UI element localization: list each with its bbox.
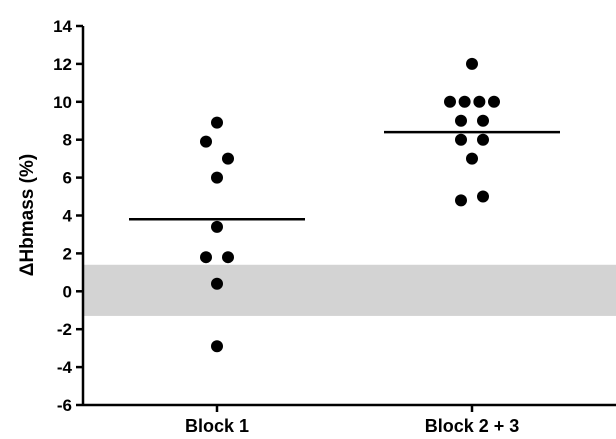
- reference-band: [83, 264, 616, 316]
- y-tick-label: 6: [63, 169, 72, 188]
- data-point: [455, 133, 467, 146]
- y-axis-title: ΔHbmass (%): [17, 154, 38, 276]
- mean-lines: [129, 130, 560, 221]
- data-point: [211, 277, 223, 290]
- data-point: [458, 95, 471, 108]
- y-tick-label: 2: [63, 244, 72, 263]
- data-point: [444, 95, 456, 108]
- labels: -6 -4 -2 0 2 4 6 8 10 12 14 Block 1 Block 2 + 3: [53, 17, 519, 436]
- data-point: [473, 95, 486, 108]
- y-tick-label: 14: [53, 17, 72, 36]
- data-point: [466, 57, 478, 70]
- data-point: [222, 152, 234, 165]
- data-point: [211, 340, 223, 353]
- y-tick-label: -6: [57, 396, 72, 415]
- data-point: [488, 95, 500, 108]
- y-tick-label: 12: [53, 55, 72, 74]
- x-tick-label: Block 1: [185, 416, 249, 436]
- data-point: [455, 114, 467, 127]
- x-tick-label: Block 2 + 3: [425, 416, 520, 436]
- axes: [76, 24, 616, 412]
- y-tick-label: -4: [57, 358, 73, 377]
- y-tick-label: 0: [63, 282, 72, 301]
- data-point: [211, 116, 223, 129]
- reference-band-layer: [83, 264, 616, 316]
- data-point: [200, 251, 212, 264]
- data-point: [222, 251, 234, 264]
- data-point: [211, 220, 223, 233]
- data-point: [200, 135, 212, 148]
- y-tick-label: 8: [63, 131, 72, 150]
- data-point: [477, 190, 489, 203]
- y-tick-label: 4: [63, 207, 73, 226]
- data-point: [466, 152, 478, 165]
- y-tick-label: -2: [57, 320, 72, 339]
- data-point: [455, 194, 467, 207]
- y-tick-label: 10: [53, 93, 72, 112]
- data-point: [477, 114, 489, 127]
- data-points: [200, 57, 500, 353]
- data-point: [477, 133, 489, 146]
- data-point: [211, 171, 223, 184]
